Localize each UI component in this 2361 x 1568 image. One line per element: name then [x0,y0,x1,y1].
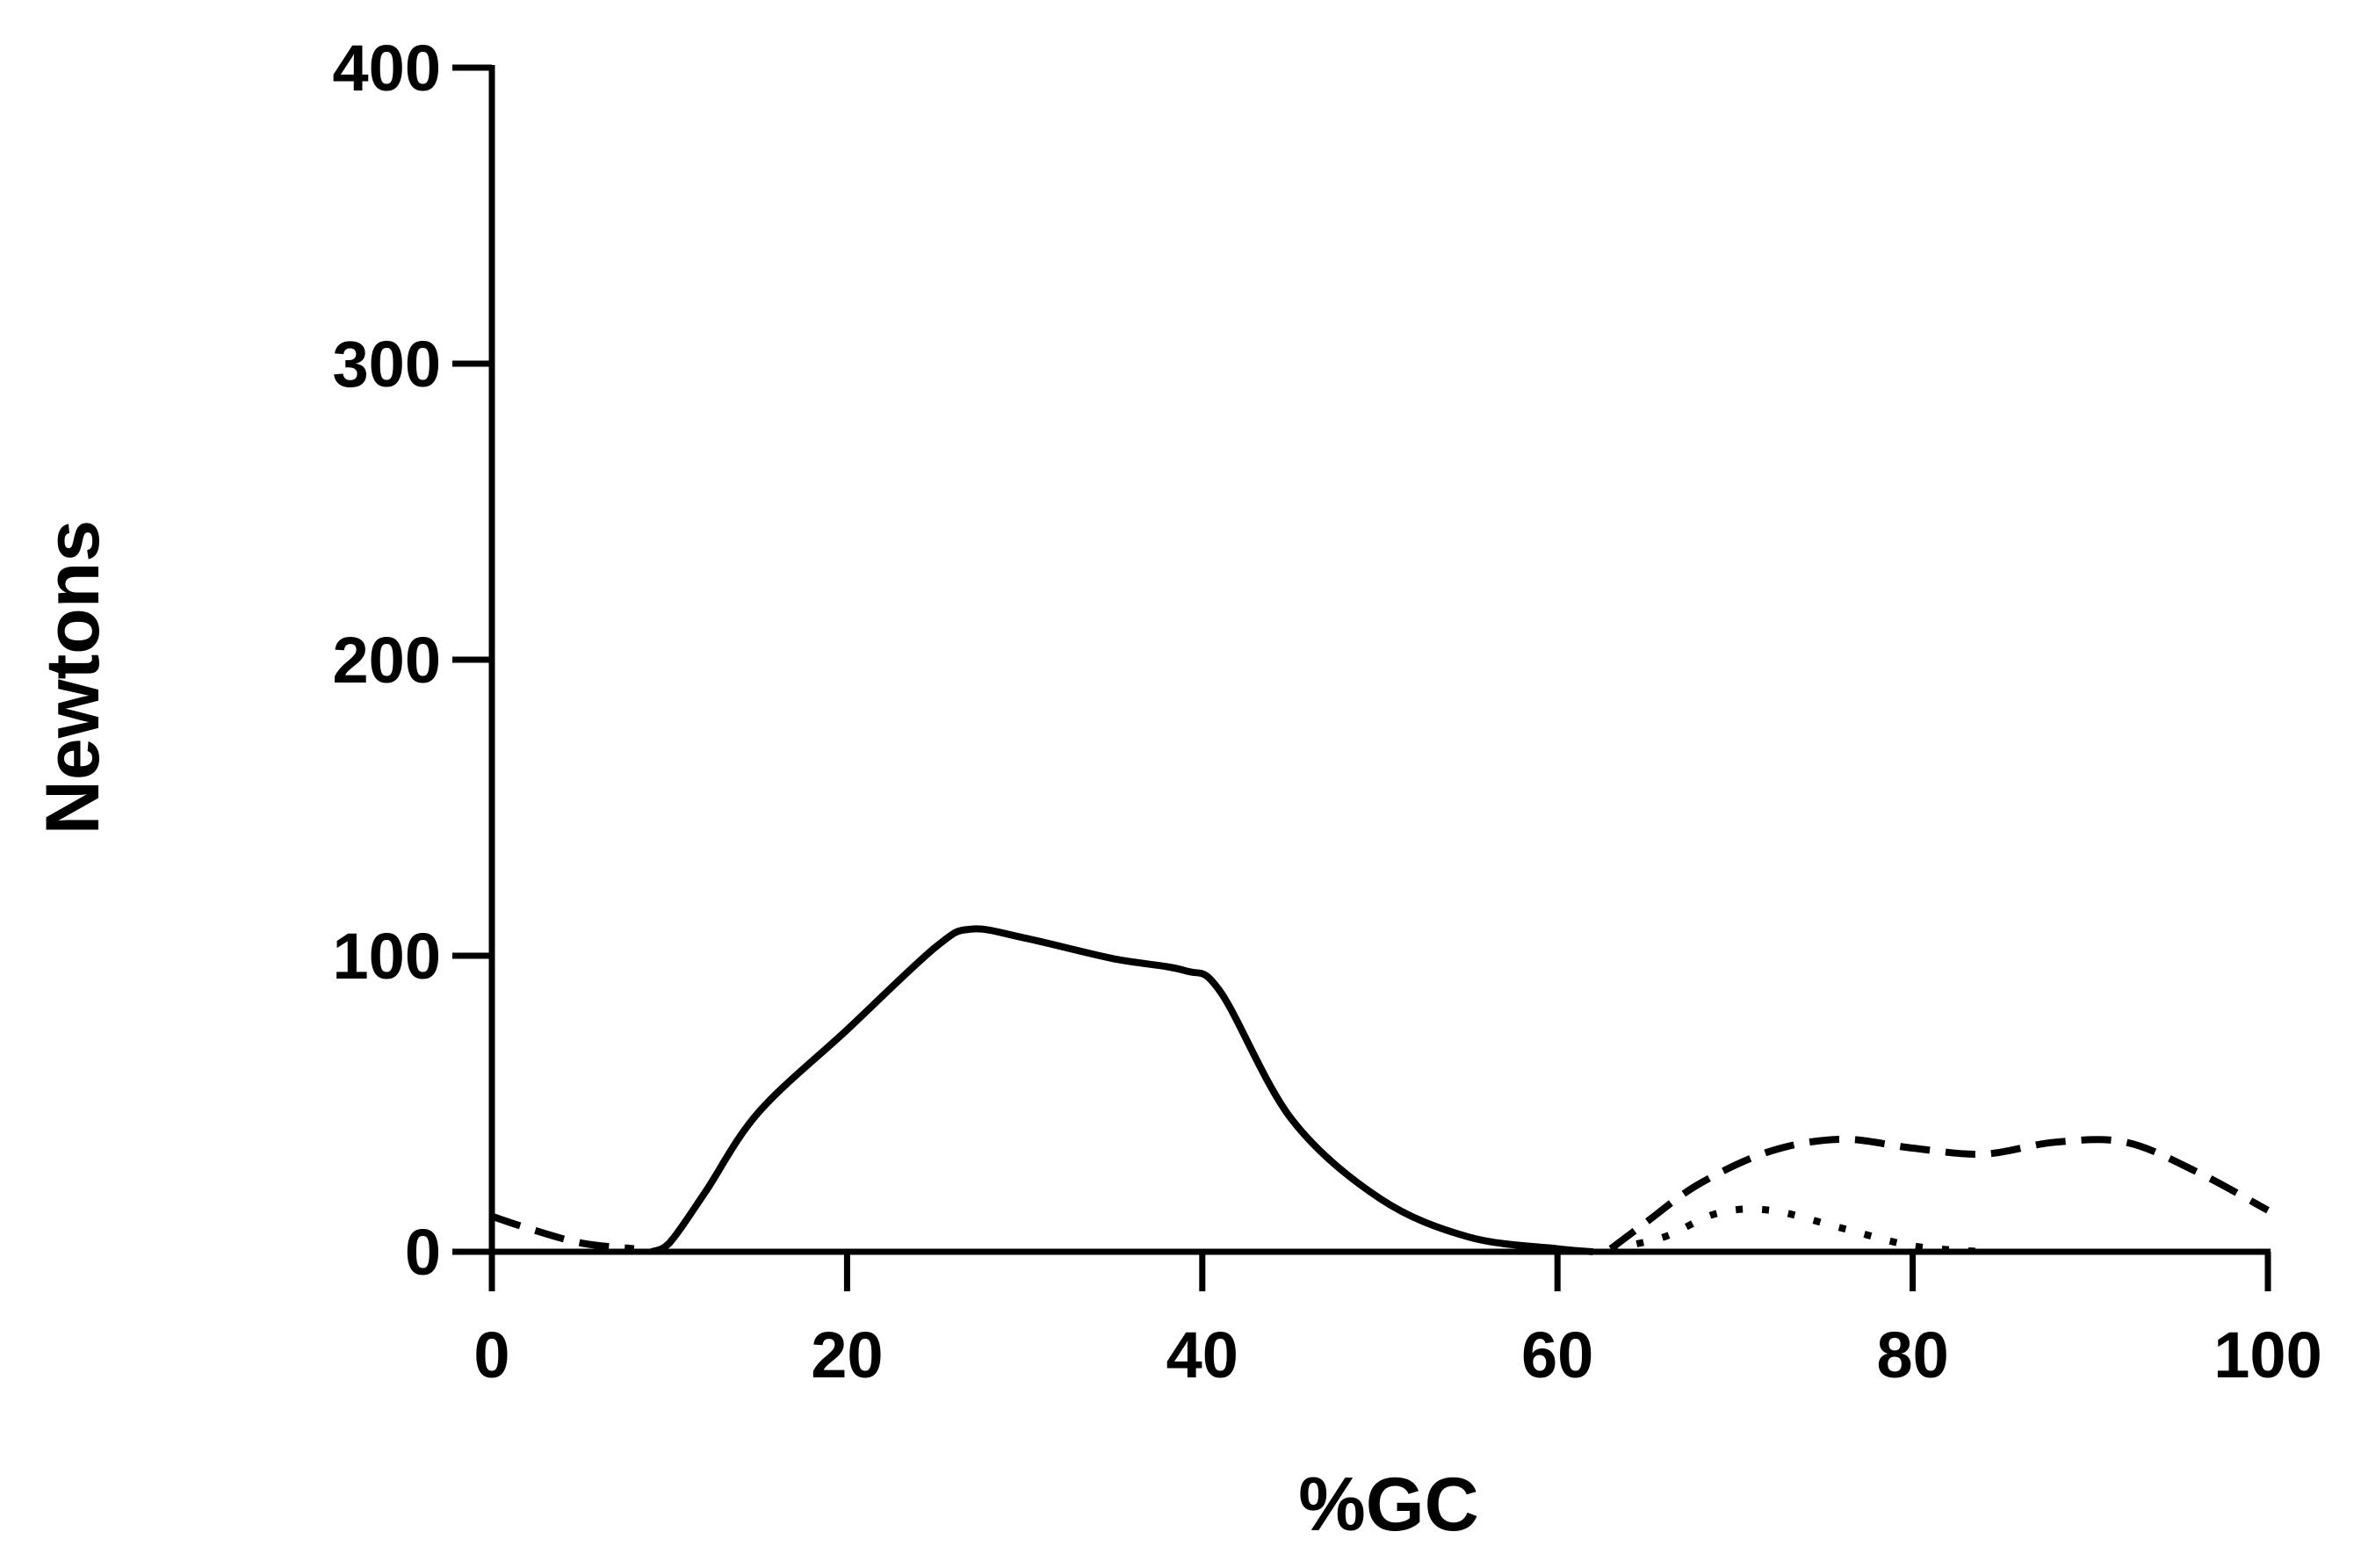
x-tick-label: 40 [1166,1319,1238,1391]
y-axis: 0 100 200 300 400 [333,32,495,1289]
x-tick-label: 0 [473,1319,509,1391]
series-layer [490,925,2270,1255]
series-line-dotted [1610,1205,1984,1255]
y-tick-label: 100 [333,920,441,993]
x-tick-label: 80 [1876,1319,1948,1391]
x-axis-title: %GC [1298,1463,1478,1547]
x-tick-label: 60 [1521,1319,1593,1391]
x-tick-label: 100 [2213,1319,2321,1391]
x-axis: 0 20 40 60 80 100 [473,1248,2322,1391]
y-tick-label: 300 [333,328,441,401]
x-tick-label: 20 [811,1319,883,1391]
y-tick-label: 0 [405,1216,441,1289]
series-line-dashed-1 [490,1212,635,1253]
y-tick-label: 200 [333,624,441,697]
y-tick-label: 400 [333,32,441,105]
series-line-solid [650,925,1593,1255]
y-axis-title: Newtons [31,520,115,835]
series-line-dashed-2 [1608,1135,2270,1252]
